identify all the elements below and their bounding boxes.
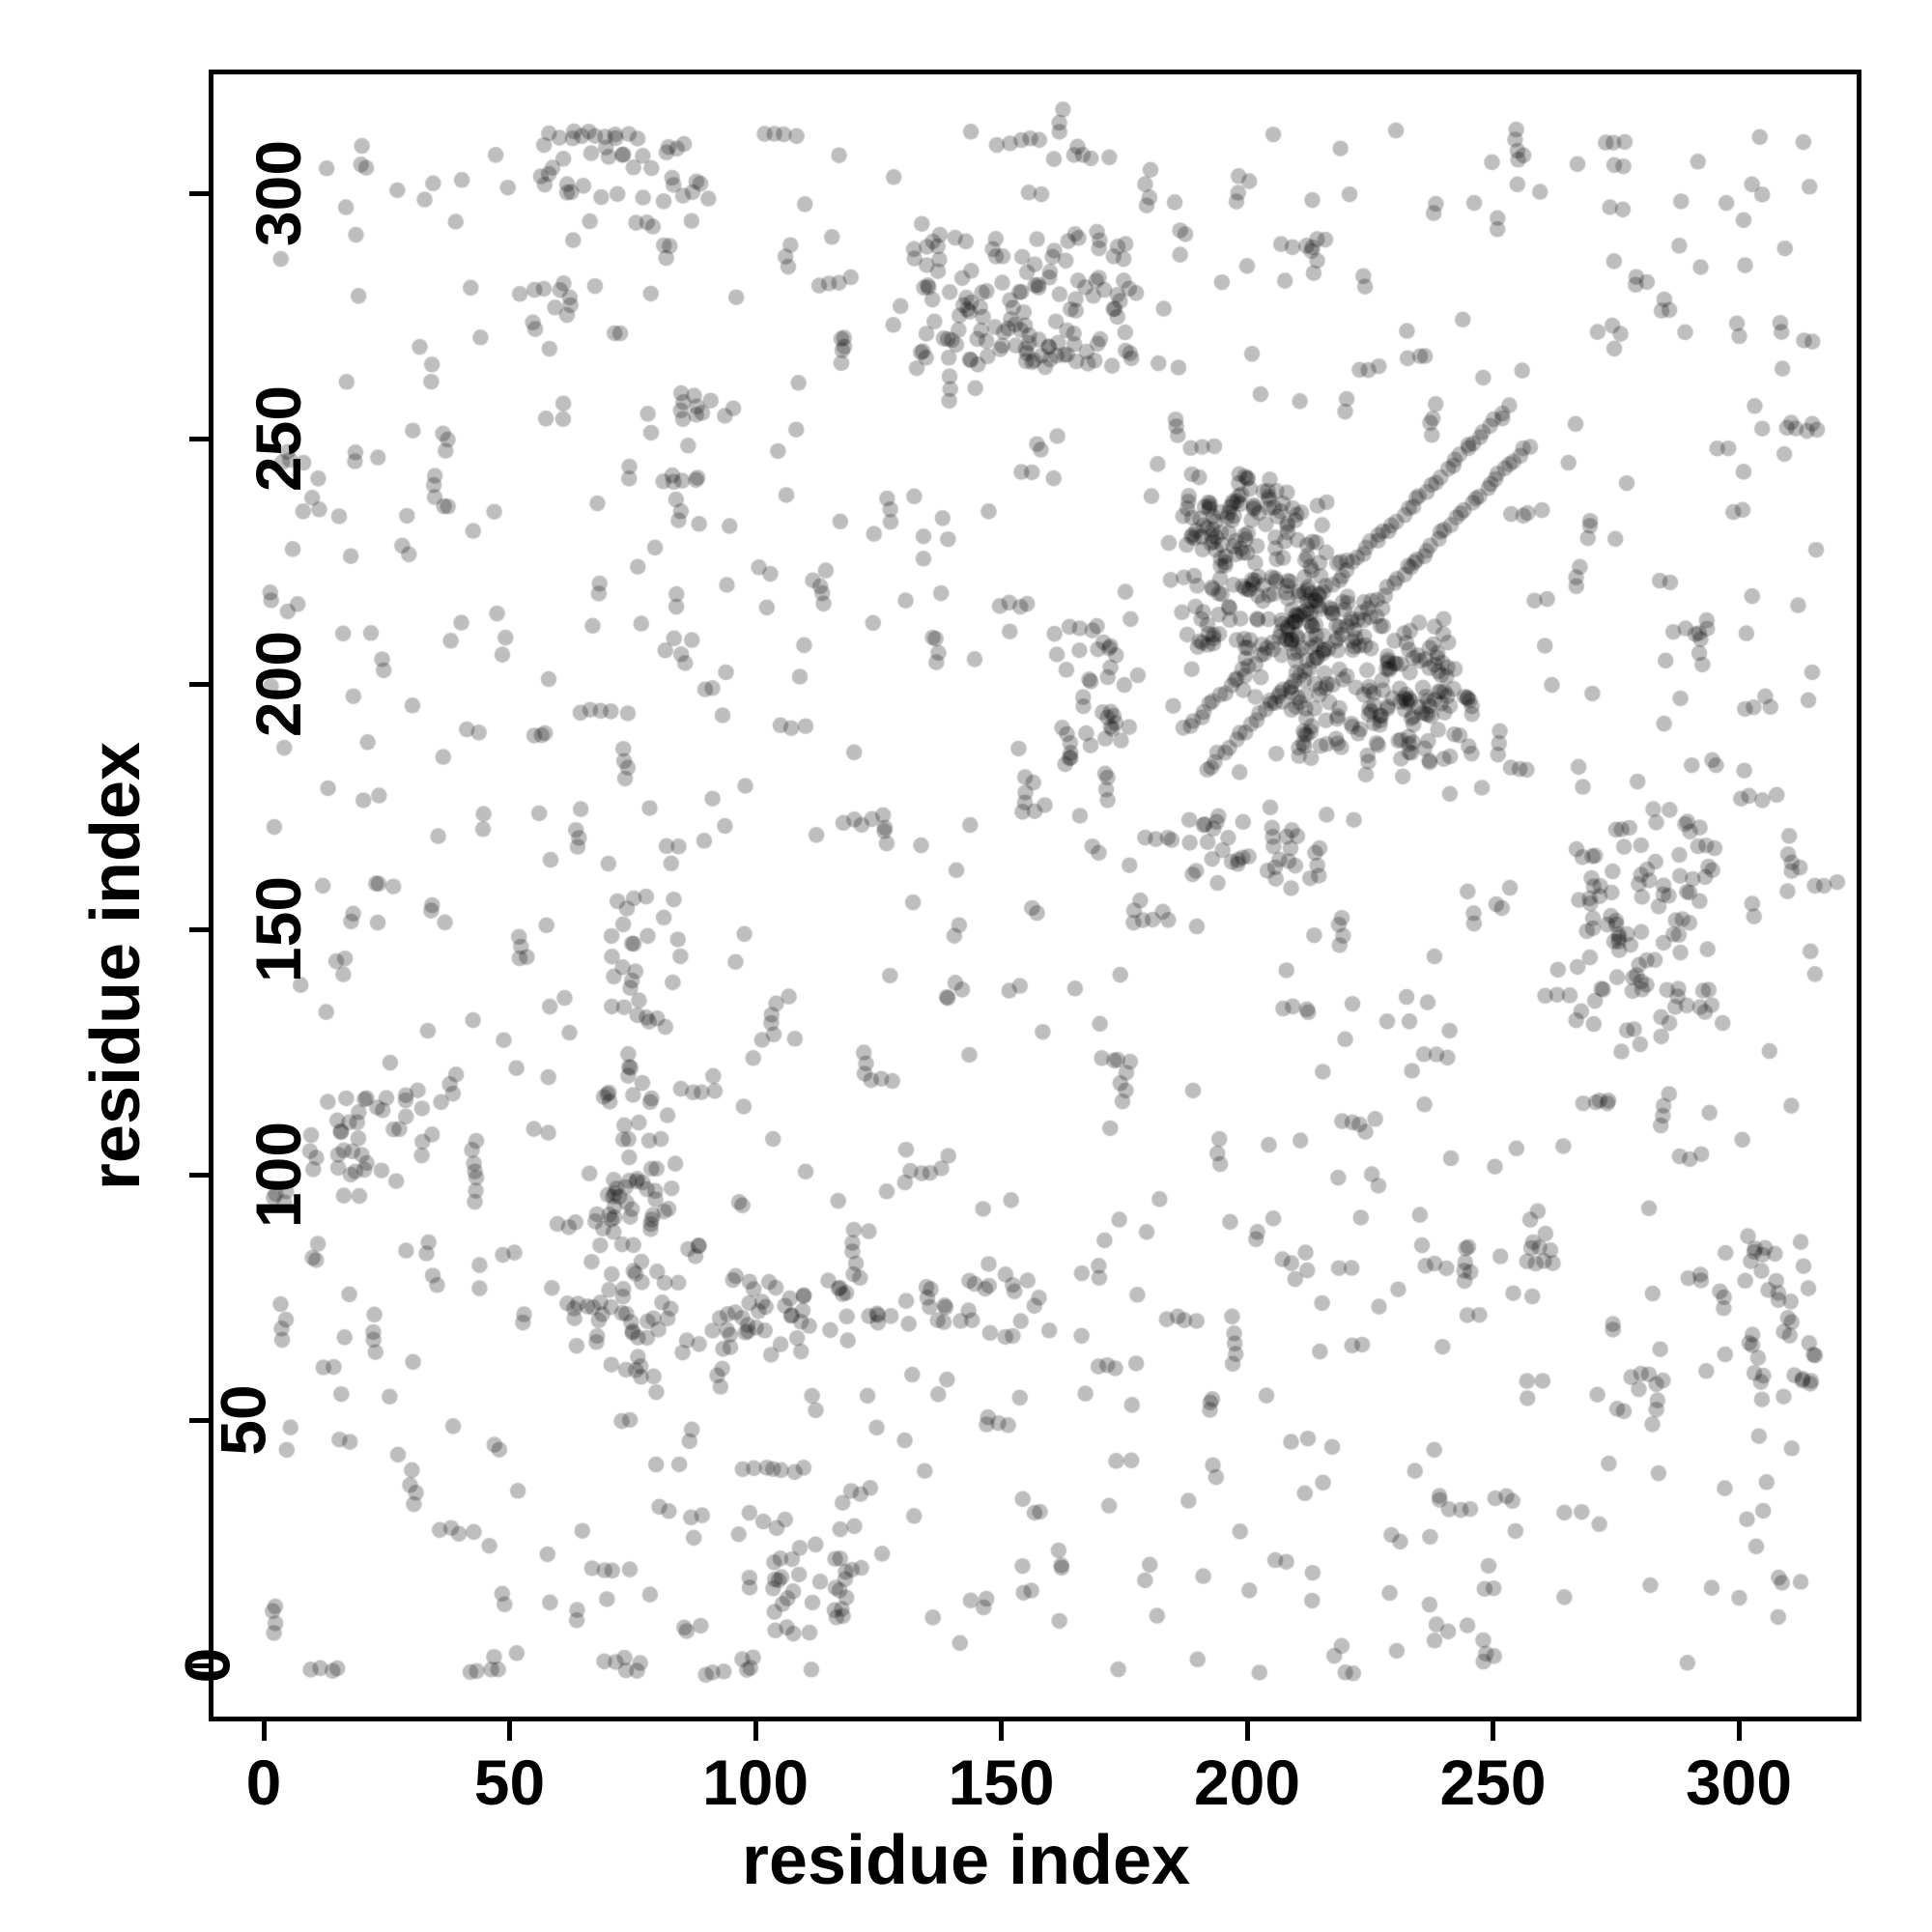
x-tick-mark xyxy=(261,1721,267,1741)
plot-area xyxy=(209,70,1861,1721)
y-tick-label: 100 xyxy=(242,1121,315,1229)
y-tick-mark xyxy=(189,190,209,196)
y-tick-mark xyxy=(189,436,209,441)
y-tick-mark xyxy=(189,1417,209,1423)
x-axis-title: residue index xyxy=(741,1822,1191,1899)
y-tick-label: 200 xyxy=(242,630,315,738)
y-tick-mark xyxy=(189,1172,209,1178)
x-tick-mark xyxy=(753,1721,758,1741)
x-tick-mark xyxy=(999,1721,1004,1741)
x-tick-mark xyxy=(507,1721,512,1741)
y-axis-title: residue index xyxy=(77,741,155,1191)
y-tick-label: 300 xyxy=(242,139,315,247)
y-tick-mark xyxy=(189,926,209,932)
x-tick-label: 150 xyxy=(948,1747,1055,1818)
y-tick-label: 150 xyxy=(242,875,315,983)
x-tick-label: 300 xyxy=(1685,1747,1793,1818)
x-tick-mark xyxy=(1244,1721,1250,1741)
y-tick-label: 250 xyxy=(242,384,315,493)
x-tick-label: 0 xyxy=(245,1747,282,1818)
scatter-points-layer xyxy=(213,74,1857,1717)
y-tick-mark xyxy=(189,681,209,687)
x-tick-label: 200 xyxy=(1193,1747,1301,1818)
x-tick-label: 50 xyxy=(473,1747,546,1818)
y-tick-label: 0 xyxy=(171,1647,243,1684)
y-tick-mark xyxy=(189,1662,209,1668)
x-tick-label: 250 xyxy=(1439,1747,1547,1818)
x-tick-label: 100 xyxy=(701,1747,810,1818)
y-axis-title-wrapper: residue index xyxy=(58,0,155,1932)
x-tick-mark xyxy=(1491,1721,1495,1741)
x-tick-mark xyxy=(1736,1721,1742,1741)
y-tick-label: 50 xyxy=(207,1384,279,1456)
